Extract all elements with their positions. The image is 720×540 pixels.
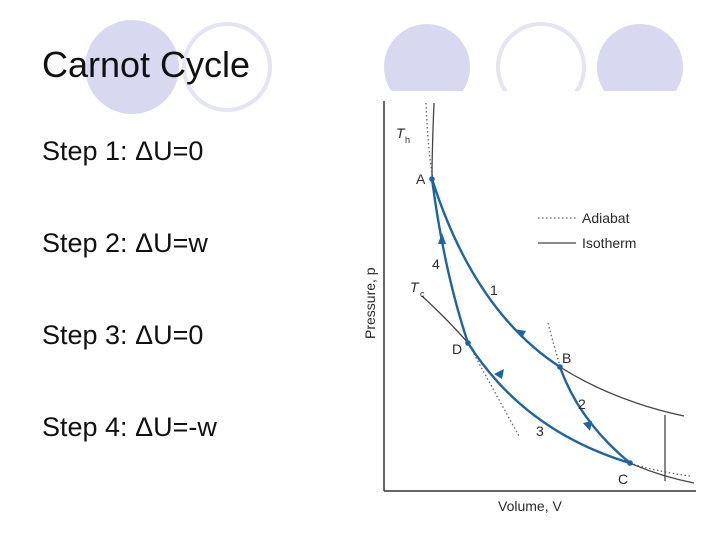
isotherm-hot-tail bbox=[559, 366, 685, 417]
legend-adiabat-label: Adiabat bbox=[582, 210, 630, 226]
label-d: D bbox=[452, 341, 462, 357]
arrow-step-1 bbox=[514, 329, 526, 338]
deco-circle-1 bbox=[85, 20, 179, 114]
label-step-1: 1 bbox=[490, 282, 498, 298]
arrow-step-2 bbox=[583, 421, 592, 431]
carnot-diagram: A B C D 1 2 3 4 T h T c Adiabat Isotherm… bbox=[354, 91, 706, 521]
pv-diagram: A B C D 1 2 3 4 T h T c Adiabat Isotherm… bbox=[362, 101, 696, 514]
label-t-cold: T bbox=[410, 279, 420, 295]
label-step-2: 2 bbox=[578, 396, 586, 412]
label-c: C bbox=[618, 471, 628, 487]
bullet-list: Step 1: ΔU=0 Step 2: ΔU=w Step 3: ΔU=0 S… bbox=[42, 132, 217, 500]
arrow-step-3 bbox=[494, 369, 504, 379]
label-t-hot: T bbox=[396, 125, 406, 141]
point-a bbox=[429, 176, 435, 182]
legend-isotherm-label: Isotherm bbox=[582, 235, 636, 251]
bullet-step-3: Step 3: ΔU=0 bbox=[42, 320, 204, 350]
adiabat-cold bbox=[467, 342, 520, 437]
deco-circle-5 bbox=[597, 24, 683, 110]
label-step-4: 4 bbox=[432, 256, 440, 272]
deco-circle-3 bbox=[384, 24, 470, 110]
point-b bbox=[557, 364, 563, 370]
label-b: B bbox=[562, 350, 571, 366]
label-a: A bbox=[416, 171, 426, 187]
x-axis-label: Volume, V bbox=[498, 498, 562, 514]
isotherm-hot bbox=[431, 102, 435, 180]
bullet-step-4: Step 4: ΔU=-w bbox=[42, 412, 217, 442]
label-t-hot-sub: h bbox=[405, 135, 410, 145]
slide-title: Carnot Cycle bbox=[42, 44, 251, 85]
isotherm-cold-tail bbox=[629, 462, 695, 484]
point-d bbox=[465, 340, 471, 346]
arrow-step-4 bbox=[438, 233, 446, 244]
y-axis-label: Pressure, p bbox=[362, 267, 378, 339]
bullet-step-2: Step 2: ΔU=w bbox=[42, 228, 208, 258]
adiabat-hot bbox=[425, 102, 434, 180]
label-t-cold-sub: c bbox=[420, 289, 425, 299]
label-step-3: 3 bbox=[536, 423, 544, 439]
isotherm-cold bbox=[421, 295, 469, 344]
deco-circle-2 bbox=[182, 22, 272, 112]
adiabat-hot-lower bbox=[547, 322, 561, 367]
point-c bbox=[627, 460, 633, 466]
bullet-step-1: Step 1: ΔU=0 bbox=[42, 136, 204, 166]
